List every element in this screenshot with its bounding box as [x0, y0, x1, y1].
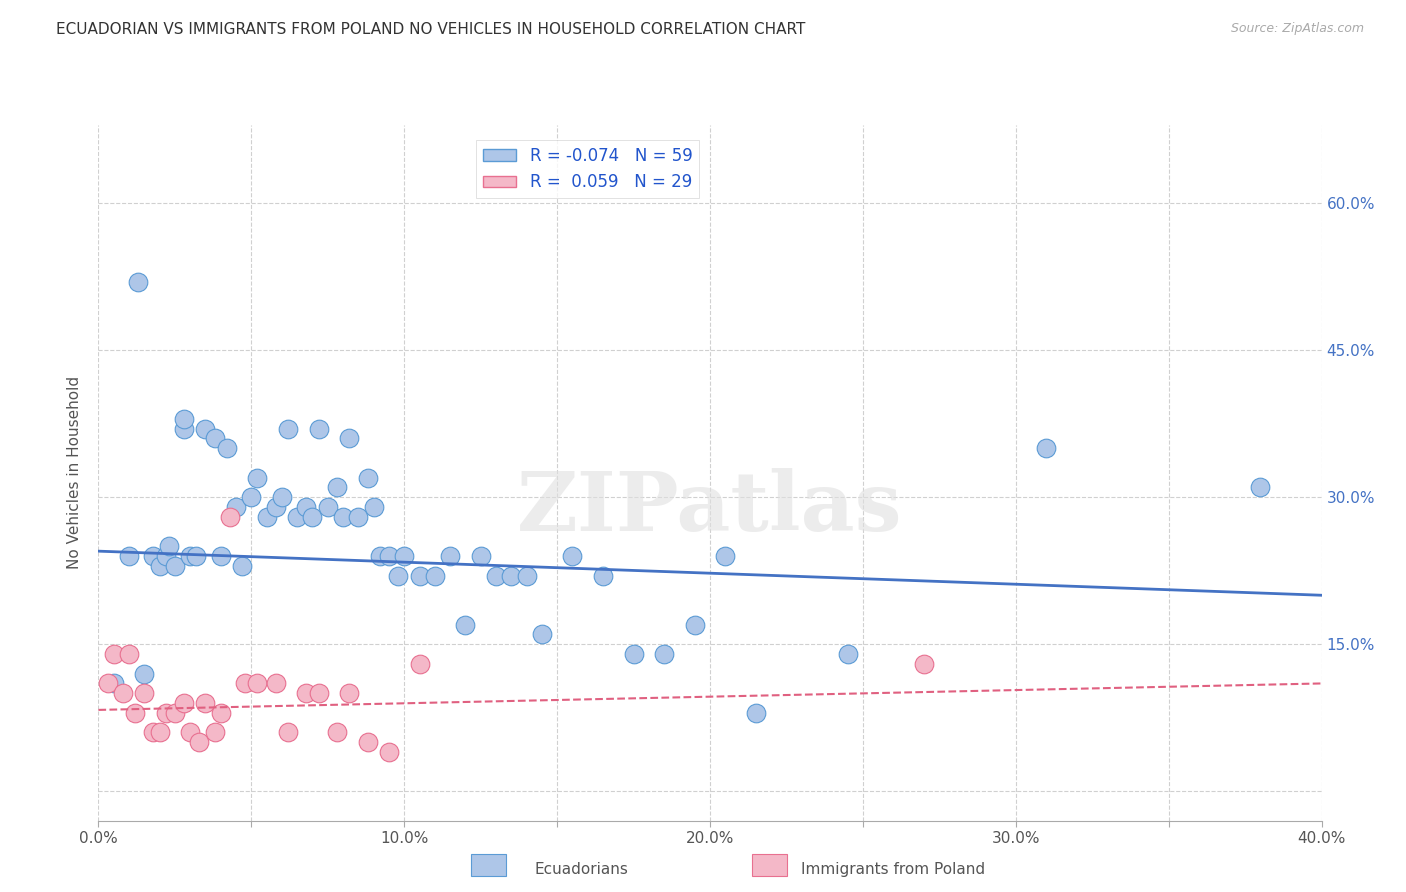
Point: [186, 549, 208, 563]
Point: [134, 686, 156, 700]
Point: [912, 657, 935, 671]
Point: [149, 725, 172, 739]
Point: [1035, 442, 1057, 456]
Point: [209, 549, 232, 563]
Point: [142, 725, 165, 739]
Point: [301, 509, 323, 524]
Point: [179, 549, 201, 563]
Point: [623, 647, 645, 661]
Point: [326, 725, 349, 739]
Point: [295, 686, 318, 700]
Point: [204, 725, 226, 739]
Point: [118, 647, 141, 661]
Point: [173, 422, 195, 436]
Point: [837, 647, 859, 661]
Point: [194, 696, 217, 710]
Point: [277, 725, 299, 739]
Point: [246, 676, 269, 690]
Point: [347, 509, 370, 524]
Point: [592, 568, 614, 582]
Point: [295, 500, 318, 514]
Point: [173, 696, 195, 710]
Point: [179, 725, 201, 739]
Legend: R = -0.074   N = 59, R =  0.059   N = 29: R = -0.074 N = 59, R = 0.059 N = 29: [477, 140, 699, 198]
Point: [225, 500, 247, 514]
Point: [356, 735, 378, 749]
Point: [423, 568, 446, 582]
Point: [163, 706, 186, 720]
Point: [439, 549, 461, 563]
Point: [264, 676, 287, 690]
Point: [285, 509, 308, 524]
Point: [127, 275, 149, 289]
Point: [356, 470, 378, 484]
Point: [454, 617, 477, 632]
Point: [256, 509, 278, 524]
Bar: [471, 854, 506, 876]
Point: [209, 706, 232, 720]
Point: [163, 558, 186, 573]
Point: [337, 686, 360, 700]
Point: [204, 432, 226, 446]
Point: [134, 666, 156, 681]
Point: [337, 432, 360, 446]
Point: [149, 558, 172, 573]
Point: [530, 627, 553, 641]
Text: ZIPatlas: ZIPatlas: [517, 467, 903, 548]
Point: [111, 686, 134, 700]
Point: [155, 549, 177, 563]
Point: [173, 412, 195, 426]
Point: [745, 706, 768, 720]
Y-axis label: No Vehicles in Household: No Vehicles in Household: [67, 376, 83, 569]
Point: [308, 686, 330, 700]
Point: [188, 735, 211, 749]
Text: Source: ZipAtlas.com: Source: ZipAtlas.com: [1230, 22, 1364, 36]
Point: [118, 549, 141, 563]
Point: [485, 568, 508, 582]
Point: [194, 422, 217, 436]
Point: [316, 500, 339, 514]
Point: [652, 647, 675, 661]
Point: [332, 509, 354, 524]
Point: [215, 442, 238, 456]
Point: [516, 568, 538, 582]
Text: Ecuadorians: Ecuadorians: [534, 863, 628, 877]
Point: [233, 676, 256, 690]
Point: [408, 568, 430, 582]
Point: [308, 422, 330, 436]
Point: [155, 706, 177, 720]
Point: [1249, 480, 1271, 494]
Point: [363, 500, 385, 514]
Point: [219, 509, 242, 524]
Point: [387, 568, 409, 582]
Point: [408, 657, 430, 671]
Point: [157, 539, 180, 553]
Point: [264, 500, 287, 514]
Point: [142, 549, 165, 563]
Text: ECUADORIAN VS IMMIGRANTS FROM POLAND NO VEHICLES IN HOUSEHOLD CORRELATION CHART: ECUADORIAN VS IMMIGRANTS FROM POLAND NO …: [56, 22, 806, 37]
Bar: [752, 854, 787, 876]
Point: [378, 549, 401, 563]
Point: [683, 617, 706, 632]
Point: [231, 558, 253, 573]
Point: [103, 676, 125, 690]
Point: [246, 470, 269, 484]
Point: [326, 480, 349, 494]
Point: [240, 490, 263, 504]
Point: [368, 549, 391, 563]
Point: [392, 549, 416, 563]
Point: [561, 549, 583, 563]
Point: [501, 568, 523, 582]
Point: [470, 549, 492, 563]
Point: [97, 676, 120, 690]
Text: Immigrants from Poland: Immigrants from Poland: [801, 863, 986, 877]
Point: [103, 647, 125, 661]
Point: [378, 745, 401, 759]
Point: [270, 490, 292, 504]
Point: [124, 706, 146, 720]
Point: [277, 422, 299, 436]
Point: [714, 549, 737, 563]
